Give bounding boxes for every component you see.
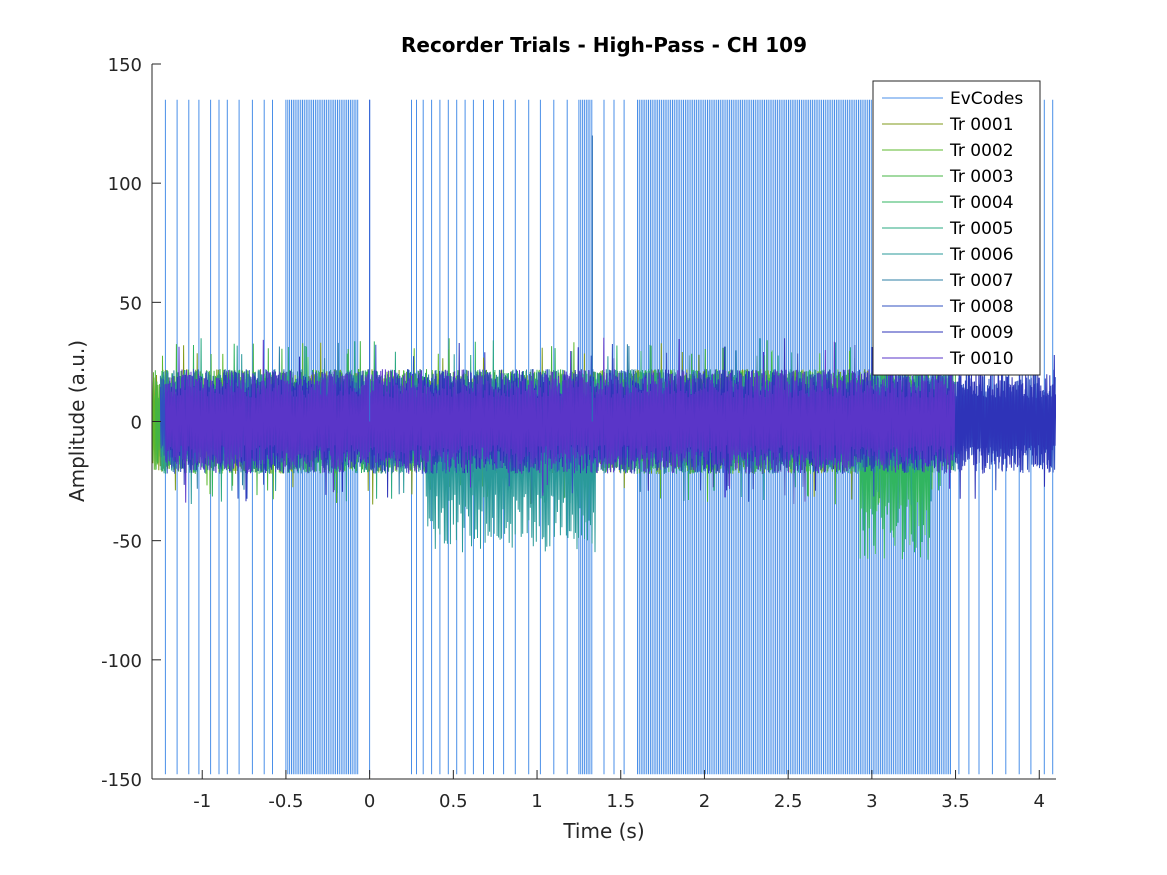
legend-entry: Tr 0006 bbox=[882, 245, 1014, 265]
x-tick-label: 2 bbox=[699, 791, 710, 812]
x-tick-label: 4 bbox=[1034, 791, 1045, 812]
legend-label: Tr 0001 bbox=[949, 115, 1014, 135]
legend-label: EvCodes bbox=[950, 89, 1023, 109]
y-ticks: -150 -100 -50 0 50 100 150 bbox=[101, 55, 161, 791]
x-tick-label: -1 bbox=[193, 791, 211, 812]
legend-label: Tr 0008 bbox=[949, 297, 1014, 317]
legend-entry: Tr 0010 bbox=[882, 349, 1014, 369]
y-axis-label: Amplitude (a.u.) bbox=[65, 340, 89, 502]
legend-label: Tr 0007 bbox=[949, 271, 1014, 291]
x-tick-label: 0.5 bbox=[439, 791, 468, 812]
legend-entry: EvCodes bbox=[882, 89, 1023, 109]
legend-label: Tr 0010 bbox=[949, 349, 1014, 369]
y-tick-label: -150 bbox=[101, 770, 142, 791]
legend-entry: Tr 0004 bbox=[882, 193, 1014, 213]
legend-label: Tr 0009 bbox=[949, 323, 1014, 343]
y-tick-label: -100 bbox=[101, 651, 142, 672]
y-tick-label: 150 bbox=[108, 55, 142, 76]
x-tick-label: 2.5 bbox=[774, 791, 803, 812]
x-ticks: -1 -0.5 0 0.5 1 1.5 2 2.5 3 3.5 4 bbox=[193, 770, 1045, 812]
x-tick-label: 1 bbox=[531, 791, 542, 812]
y-tick-label: -50 bbox=[113, 532, 142, 553]
legend-entry: Tr 0005 bbox=[882, 219, 1014, 239]
legend-entry: Tr 0007 bbox=[882, 271, 1014, 291]
legend-entry: Tr 0003 bbox=[882, 167, 1014, 187]
x-tick-label: 3 bbox=[866, 791, 877, 812]
legend-label: Tr 0006 bbox=[949, 245, 1014, 265]
x-axis-label: Time (s) bbox=[562, 819, 644, 843]
y-tick-label: 0 bbox=[131, 413, 142, 434]
chart-title: Recorder Trials - High-Pass - CH 109 bbox=[401, 33, 807, 57]
x-tick-label: 1.5 bbox=[606, 791, 635, 812]
legend-label: Tr 0004 bbox=[949, 193, 1014, 213]
legend-entry: Tr 0001 bbox=[882, 115, 1014, 135]
legend-entry: Tr 0009 bbox=[882, 323, 1014, 343]
legend-entry: Tr 0008 bbox=[882, 297, 1014, 317]
legend-entry: Tr 0002 bbox=[882, 141, 1014, 161]
legend-label: Tr 0005 bbox=[949, 219, 1014, 239]
x-tick-label: 3.5 bbox=[941, 791, 970, 812]
legend-label: Tr 0003 bbox=[949, 167, 1014, 187]
legend-label: Tr 0002 bbox=[949, 141, 1014, 161]
x-tick-label: -0.5 bbox=[268, 791, 303, 812]
x-tick-label: 0 bbox=[364, 791, 375, 812]
series-line bbox=[164, 337, 956, 503]
y-tick-label: 50 bbox=[119, 293, 142, 314]
y-tick-label: 100 bbox=[108, 174, 142, 195]
legend: EvCodes Tr 0001 Tr 0002 Tr 0003 Tr 0004 Tr 00… bbox=[872, 80, 1041, 376]
